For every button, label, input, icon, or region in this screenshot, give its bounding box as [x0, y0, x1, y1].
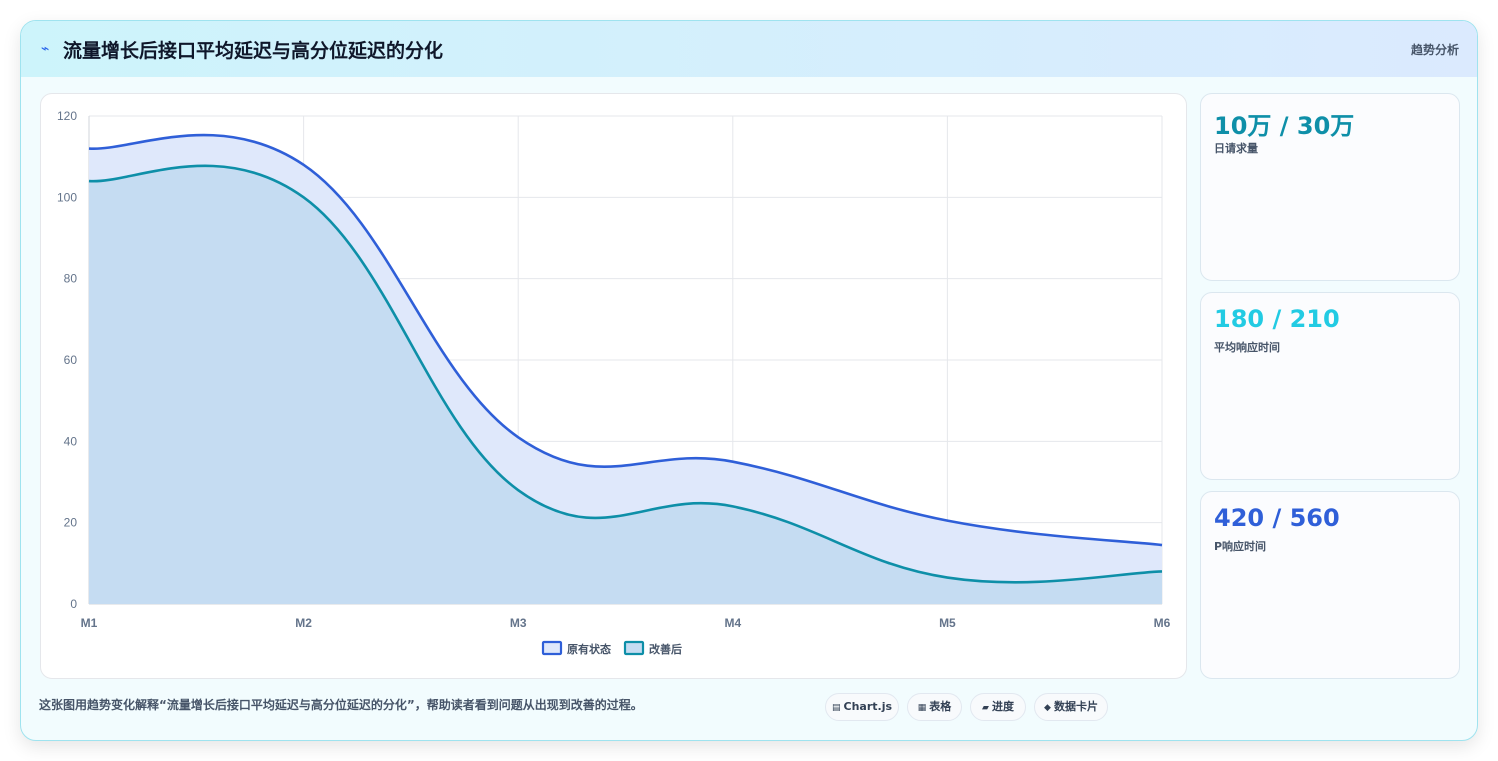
y-tick-label: 20	[64, 516, 78, 530]
stat-card-avg-response: 180 / 210 平均响应时间	[1200, 292, 1460, 480]
stat-value: 10万 / 30万	[1214, 112, 1355, 140]
x-tick-label: M5	[939, 616, 956, 630]
series-area-2	[89, 165, 1162, 604]
chip-label: 进度	[991, 700, 1014, 713]
chart-icon: ▤	[831, 703, 841, 713]
trend-analysis-tag: 趋势分析	[1410, 43, 1459, 57]
series-line-2	[88, 164, 1163, 584]
legend-label: 改善后	[649, 642, 682, 656]
progress-icon: ▰	[982, 703, 989, 713]
chip-label: Chart.js	[843, 700, 893, 713]
table-icon: ▦	[917, 703, 927, 713]
y-tick-label: 80	[64, 272, 78, 286]
x-tick-label: M4	[724, 616, 741, 630]
stat-card-requests: 10万 / 30万 日请求量	[1200, 93, 1460, 281]
stat-card-p-response: 420 / 560 P响应时间	[1200, 491, 1460, 679]
legend-swatch	[541, 640, 563, 656]
legend-label: 原有状态	[567, 642, 611, 656]
y-tick-label: 0	[70, 597, 77, 611]
stat-label: 日请求量	[1214, 142, 1258, 155]
chart-card: ⌁ 流量增长后接口平均延迟与高分位延迟的分化 趋势分析 0 20 40 60 80 100…	[20, 20, 1478, 741]
stat-value: 180 / 210	[1214, 305, 1340, 333]
chart-panel: 0 20 40 60 80 100 120 M1 M2 M3 M4 M5 M6 原有状态 改善后	[40, 93, 1187, 679]
x-tick-label: M3	[510, 616, 527, 630]
series-line-1	[88, 133, 1163, 547]
y-tick-label: 120	[57, 109, 77, 123]
x-tick-label: M2	[295, 616, 312, 630]
chip-data-card[interactable]: ◆ 数据卡片	[1034, 693, 1108, 721]
card-header: ⌁ 流量增长后接口平均延迟与高分位延迟的分化 趋势分析	[21, 21, 1477, 77]
chart-caption: 这张图用趋势变化解释“流量增长后接口平均延迟与高分位延迟的分化”，帮助读者看到问…	[39, 698, 643, 712]
chart-title: 流量增长后接口平均延迟与高分位延迟的分化	[63, 40, 444, 62]
chip-chartjs[interactable]: ▤ Chart.js	[825, 693, 899, 721]
stat-label: P响应时间	[1214, 540, 1267, 553]
chip-label: 数据卡片	[1053, 700, 1098, 713]
chip-label: 表格	[929, 700, 952, 713]
area-chart: 0 20 40 60 80 100 120 M1 M2 M3 M4 M5 M6 原有状态 改善后	[57, 109, 1171, 656]
lightning-icon: ⌁	[41, 41, 50, 57]
y-tick-label: 60	[64, 353, 78, 367]
x-tick-label: M1	[81, 616, 98, 630]
x-tick-label: M6	[1154, 616, 1171, 630]
card-icon: ◆	[1044, 703, 1051, 713]
chip-progress[interactable]: ▰ 进度	[970, 693, 1026, 721]
y-tick-label: 40	[64, 434, 78, 448]
stat-value: 420 / 560	[1214, 504, 1340, 532]
chip-table[interactable]: ▦ 表格	[907, 693, 962, 721]
legend-swatch	[623, 640, 645, 656]
y-tick-label: 100	[57, 190, 77, 204]
stat-label: 平均响应时间	[1214, 341, 1280, 354]
